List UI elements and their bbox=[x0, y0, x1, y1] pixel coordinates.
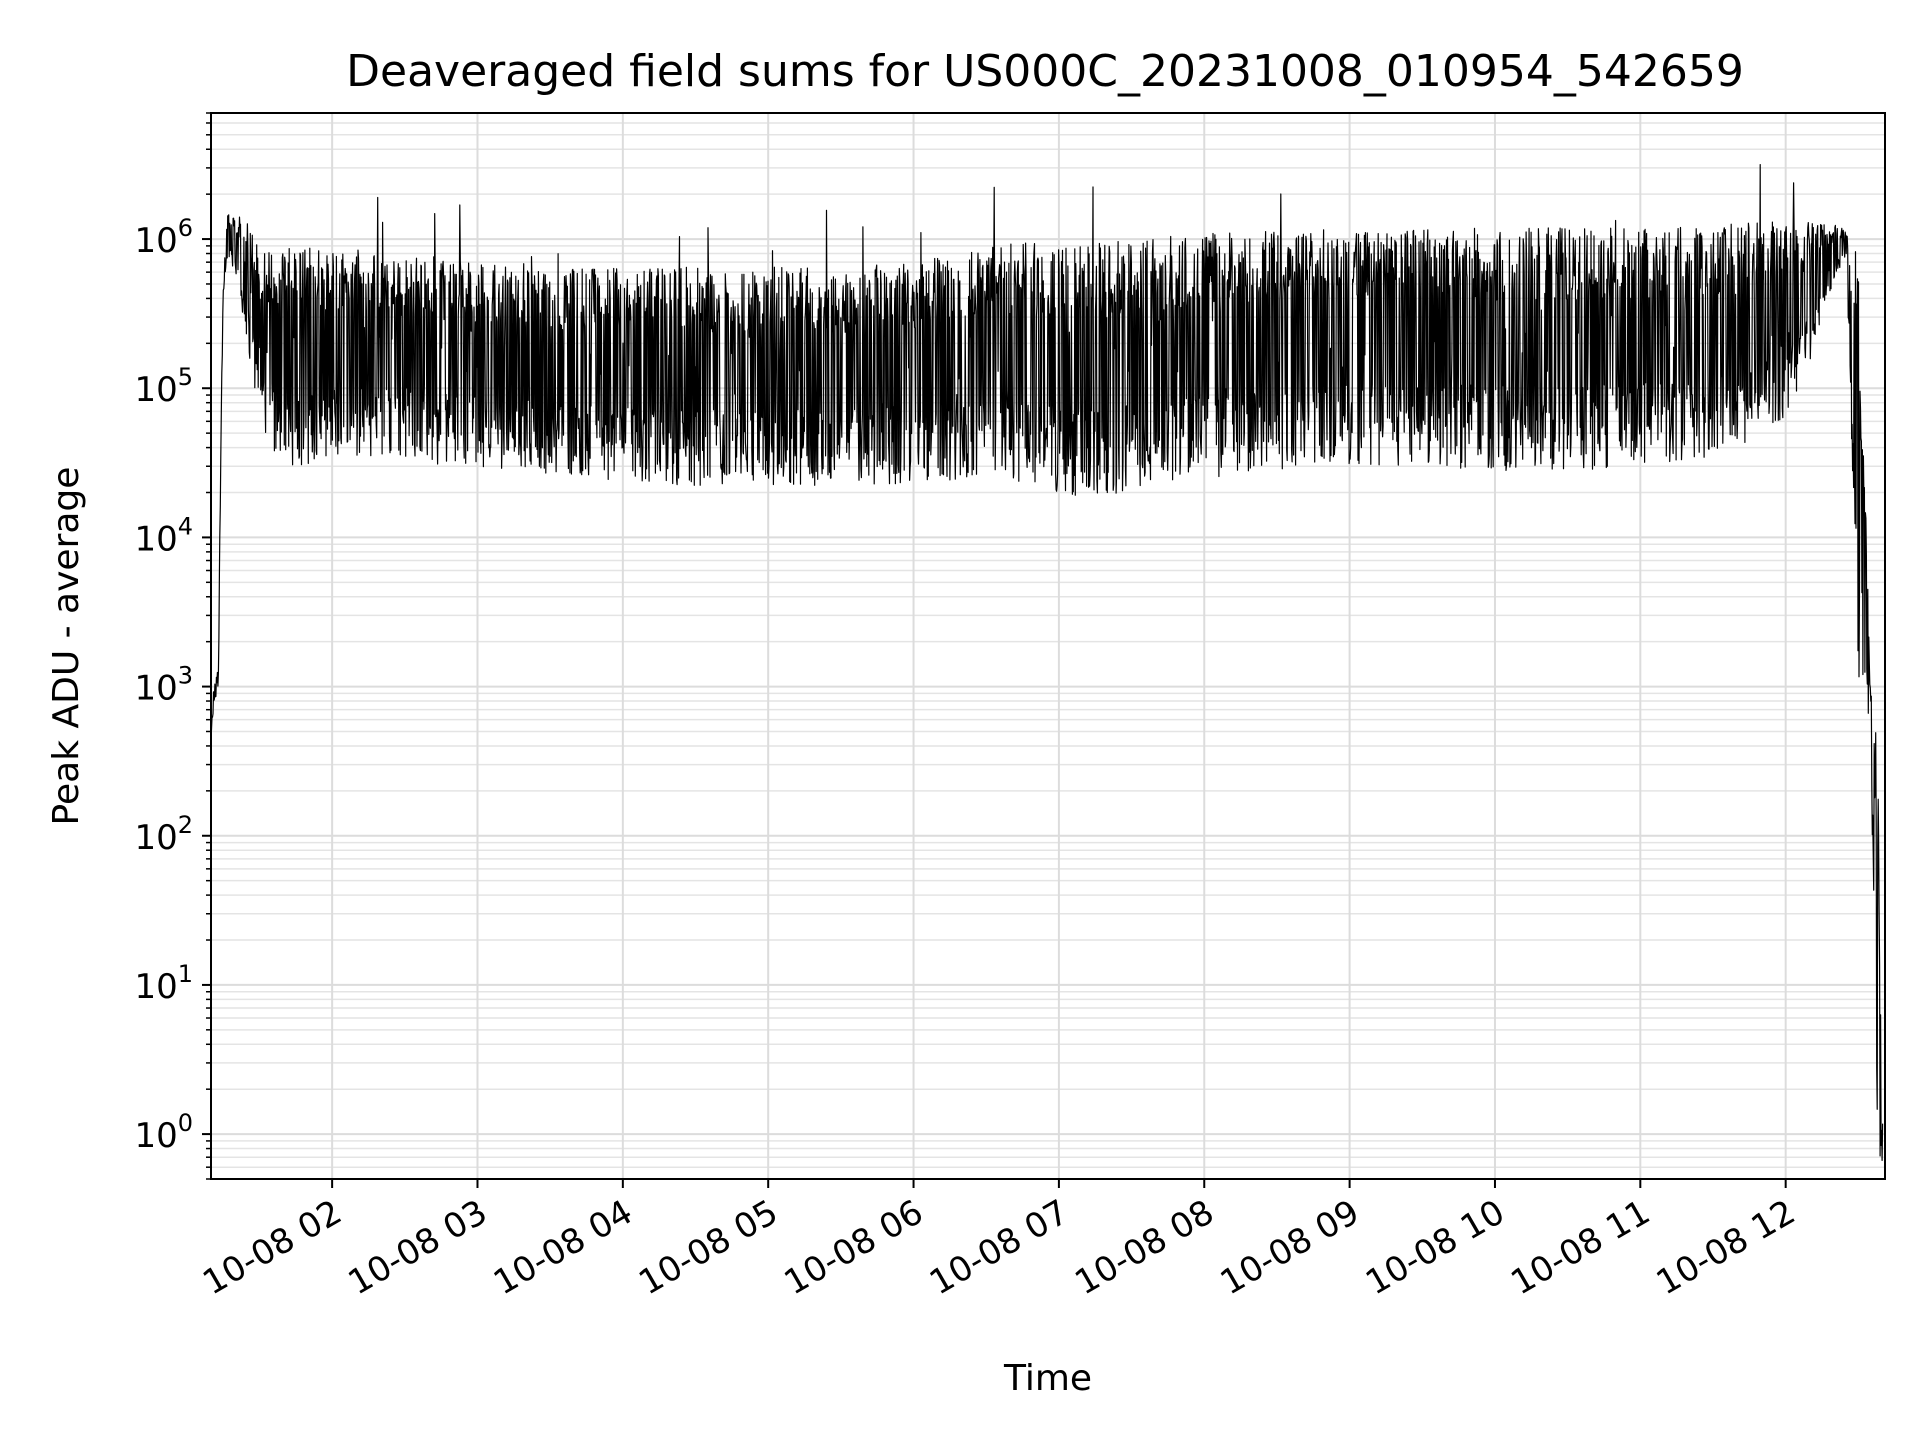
x-tick-label: 10-08 04 bbox=[487, 1192, 639, 1303]
y-tick-label: 101 bbox=[134, 960, 193, 1007]
y-tick-label: 106 bbox=[134, 214, 193, 261]
x-tick-label: 10-08 09 bbox=[1214, 1192, 1366, 1303]
chart-title: Deaveraged field sums for US000C_2023100… bbox=[346, 46, 1744, 97]
series-layer bbox=[210, 164, 1884, 1161]
y-axis: 100 101 102 103 104 105 106 bbox=[134, 112, 211, 1180]
y-axis-label: Peak ADU - average bbox=[46, 467, 87, 826]
x-tick-label: 10-08 11 bbox=[1504, 1192, 1656, 1303]
series-line bbox=[210, 164, 1884, 1161]
y-tick-label: 100 bbox=[134, 1109, 193, 1156]
y-tick-label: 105 bbox=[134, 363, 193, 410]
x-tick-label: 10-08 10 bbox=[1359, 1192, 1511, 1303]
plot-frame bbox=[210, 112, 1886, 1180]
x-tick-label: 10-08 12 bbox=[1650, 1192, 1802, 1303]
x-axis-label: Time bbox=[1003, 1358, 1092, 1399]
x-tick-label: 10-08 02 bbox=[196, 1192, 348, 1303]
x-tick-label: 10-08 07 bbox=[923, 1192, 1075, 1303]
x-tick-label: 10-08 05 bbox=[632, 1192, 784, 1303]
x-tick-label: 10-08 08 bbox=[1068, 1192, 1220, 1303]
x-tick-label: 10-08 06 bbox=[778, 1192, 930, 1303]
y-tick-label: 102 bbox=[134, 811, 193, 858]
y-tick-label: 103 bbox=[134, 662, 193, 709]
x-tick-label: 10-08 03 bbox=[342, 1192, 494, 1303]
y-tick-label: 104 bbox=[134, 512, 193, 559]
